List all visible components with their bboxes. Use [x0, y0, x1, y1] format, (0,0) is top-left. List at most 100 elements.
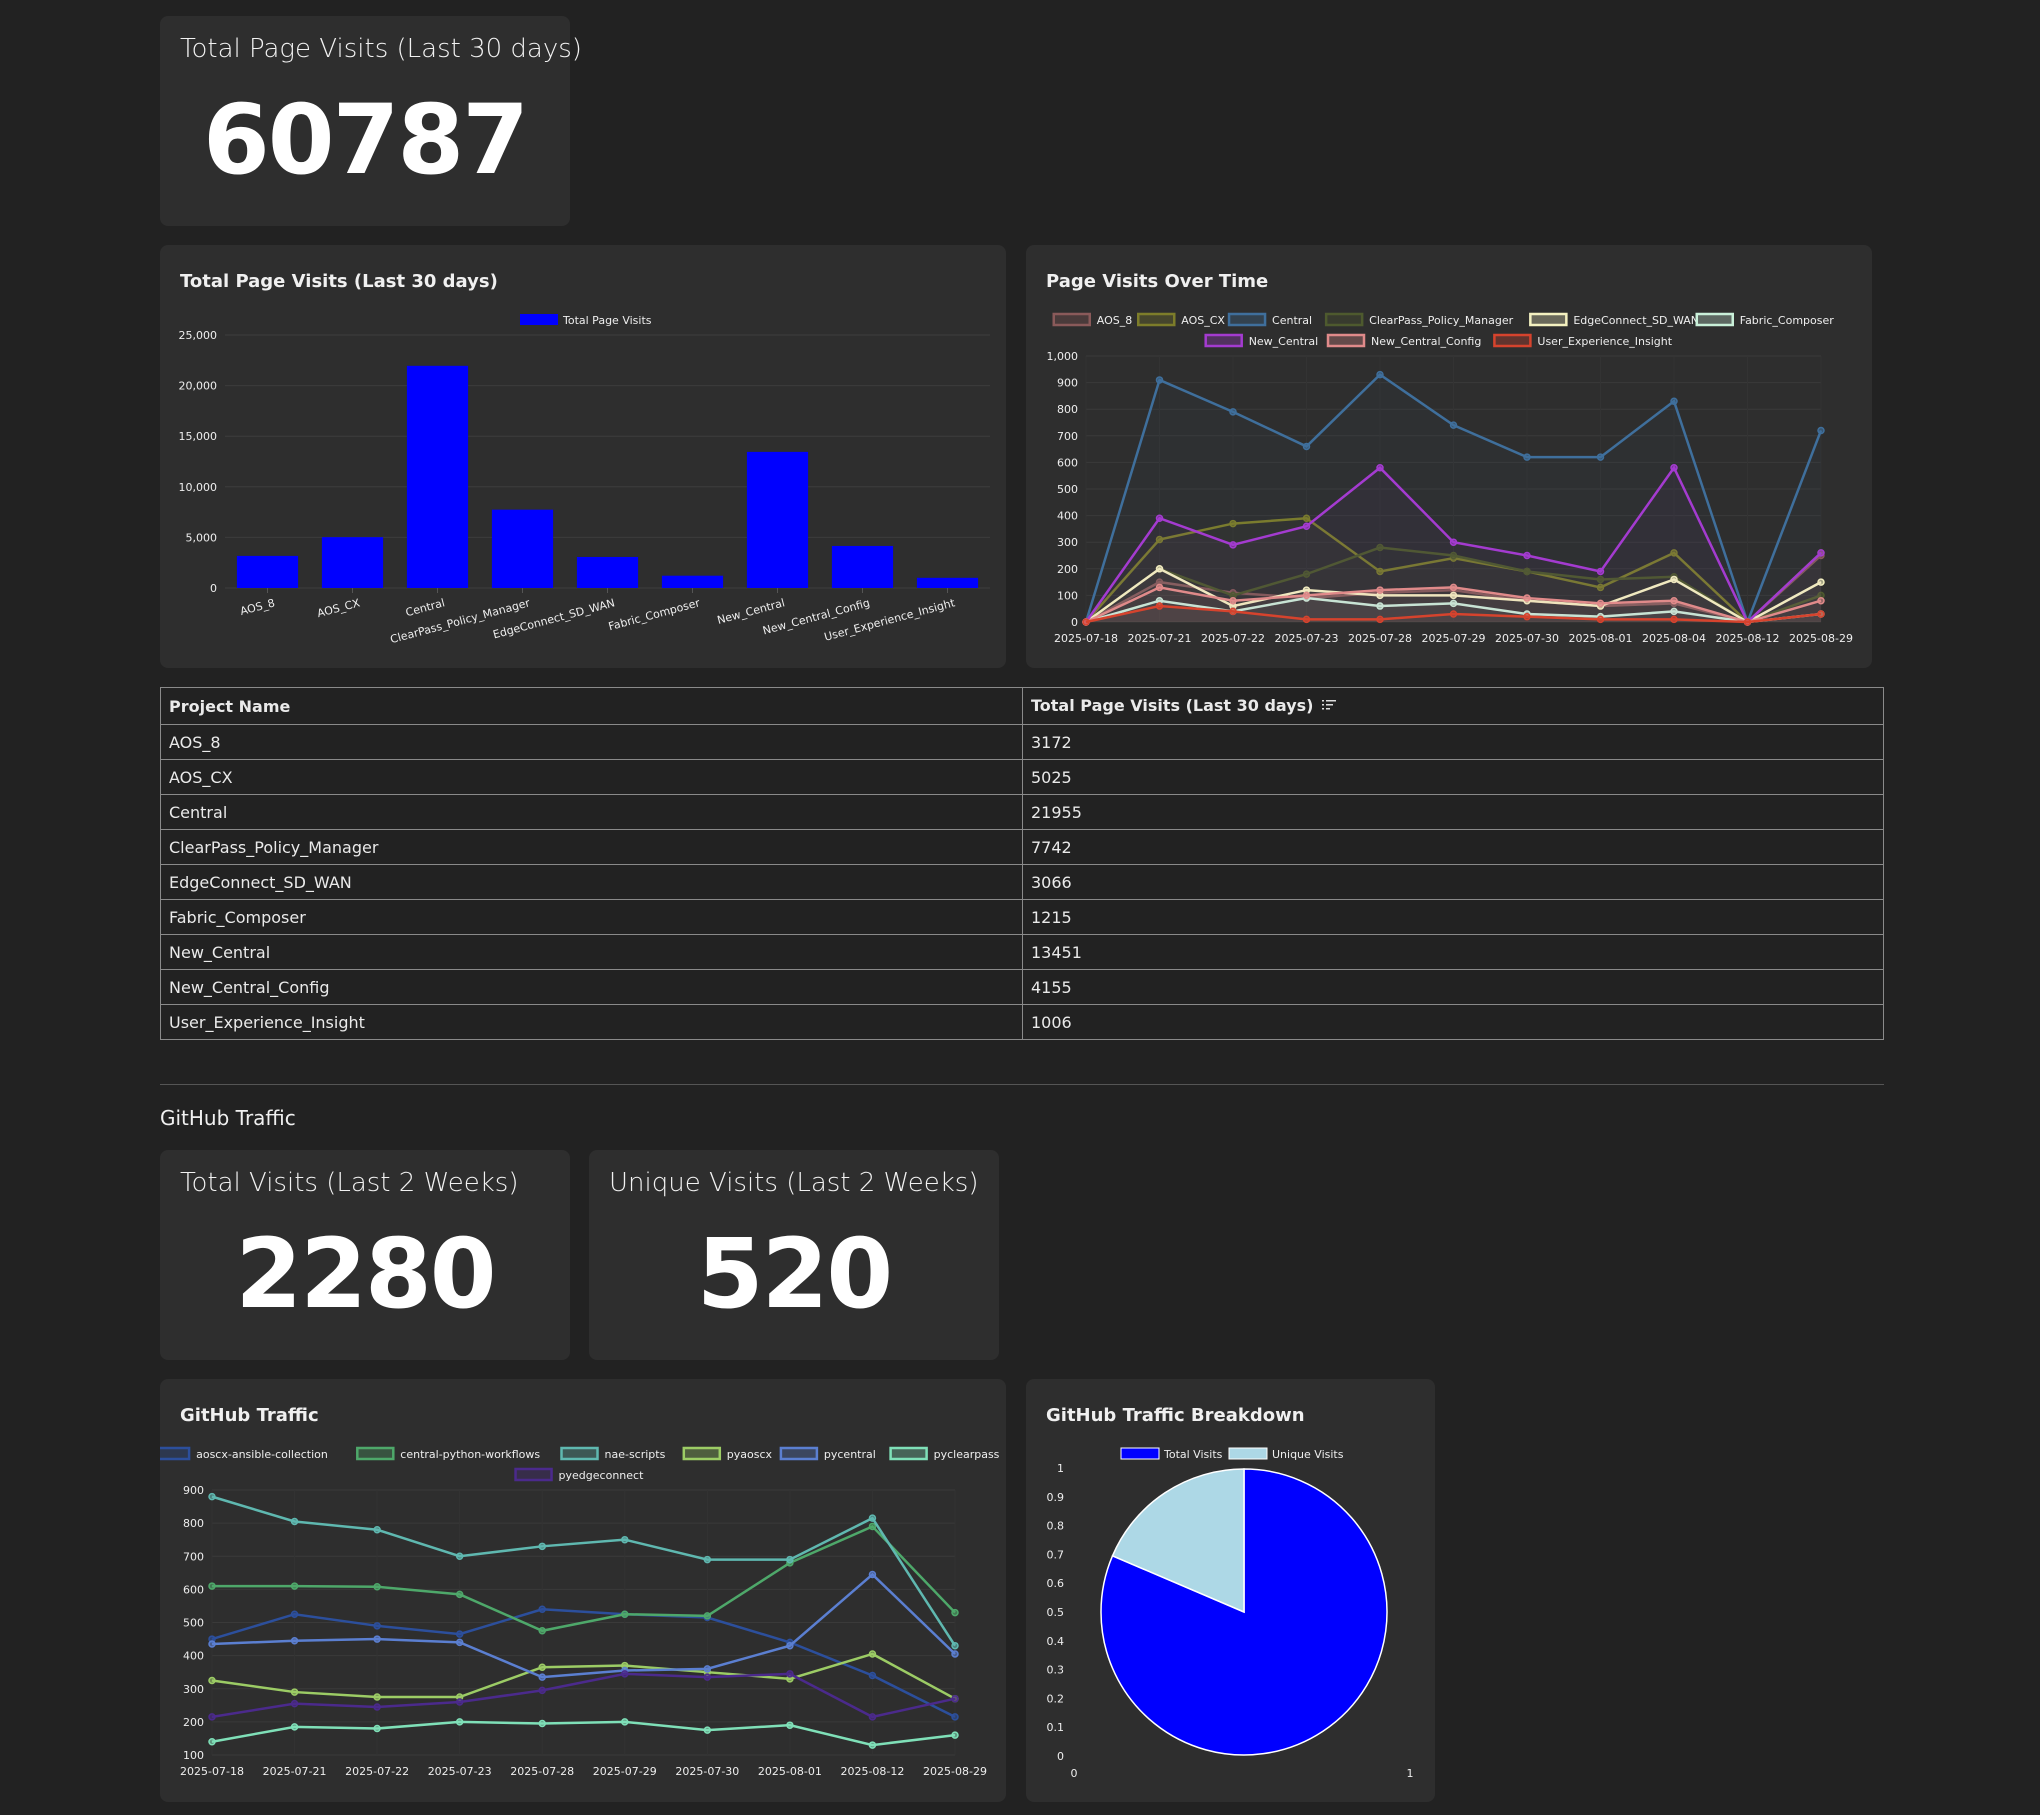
legend-swatch[interactable]: [1493, 333, 1532, 348]
legend-label[interactable]: Unique Visits: [1272, 1448, 1344, 1461]
data-point[interactable]: [1376, 370, 1384, 379]
legend-swatch[interactable]: [889, 1446, 928, 1461]
legend-label[interactable]: New_Central_Config: [1371, 335, 1481, 348]
bar[interactable]: [491, 509, 554, 588]
legend-label[interactable]: New_Central: [1249, 335, 1319, 348]
legend-swatch[interactable]: [560, 1446, 599, 1461]
data-point[interactable]: [1449, 610, 1458, 618]
data-point[interactable]: [538, 1719, 546, 1728]
data-point[interactable]: [1670, 397, 1678, 405]
legend-swatch[interactable]: [1227, 312, 1267, 327]
data-point[interactable]: [1155, 583, 1164, 592]
legend-label[interactable]: Total Visits: [1163, 1448, 1223, 1461]
data-point[interactable]: [1376, 602, 1384, 610]
data-point[interactable]: [951, 1731, 959, 1739]
legend-swatch[interactable]: [514, 1467, 553, 1482]
data-point[interactable]: [868, 1713, 877, 1721]
data-point[interactable]: [1155, 535, 1164, 544]
legend-swatch[interactable]: [1695, 312, 1734, 327]
data-point[interactable]: [1302, 591, 1311, 600]
legend-swatch[interactable]: [160, 1446, 191, 1461]
data-point[interactable]: [290, 1610, 299, 1618]
data-point[interactable]: [1743, 618, 1752, 626]
data-point[interactable]: [951, 1650, 959, 1658]
data-point[interactable]: [208, 1676, 216, 1685]
legend-swatch[interactable]: [520, 314, 558, 325]
legend-label[interactable]: ClearPass_Policy_Manager: [1369, 314, 1513, 327]
data-point[interactable]: [1449, 538, 1458, 546]
data-point[interactable]: [373, 1622, 381, 1630]
data-point[interactable]: [1302, 514, 1311, 523]
data-point[interactable]: [1449, 583, 1458, 592]
data-point[interactable]: [1302, 570, 1311, 578]
legend-label[interactable]: AOS_CX: [1181, 314, 1225, 327]
data-point[interactable]: [1155, 565, 1164, 573]
series-line[interactable]: [211, 1572, 956, 1679]
data-point[interactable]: [1155, 376, 1164, 384]
legend-label[interactable]: pycentral: [824, 1448, 876, 1461]
data-point[interactable]: [455, 1698, 464, 1706]
data-point[interactable]: [1670, 596, 1678, 605]
data-point[interactable]: [208, 1492, 216, 1501]
data-point[interactable]: [1376, 586, 1384, 594]
data-point[interactable]: [1449, 591, 1458, 600]
data-point[interactable]: [208, 1640, 216, 1648]
data-point[interactable]: [1670, 615, 1678, 624]
data-point[interactable]: [868, 1570, 877, 1579]
legend-swatch[interactable]: [779, 1446, 819, 1461]
legend-label[interactable]: pyedgeconnect: [559, 1469, 645, 1482]
data-point[interactable]: [1302, 615, 1311, 624]
legend-swatch[interactable]: [1204, 333, 1243, 348]
legend-swatch[interactable]: [1052, 312, 1091, 327]
legend-label[interactable]: nae-scripts: [605, 1448, 666, 1461]
data-point[interactable]: [703, 1612, 712, 1620]
data-point[interactable]: [1596, 575, 1605, 584]
data-point[interactable]: [455, 1590, 464, 1599]
data-point[interactable]: [1523, 594, 1531, 602]
data-point[interactable]: [703, 1555, 712, 1564]
data-point[interactable]: [1596, 615, 1605, 624]
data-point[interactable]: [290, 1582, 299, 1590]
legend-label[interactable]: aoscx-ansible-collection: [196, 1448, 328, 1461]
legend-swatch[interactable]: [1326, 333, 1366, 348]
data-point[interactable]: [1817, 610, 1825, 618]
bar[interactable]: [236, 555, 299, 588]
legend-label[interactable]: Total Page Visits: [562, 314, 652, 327]
sort-icon[interactable]: [1321, 697, 1336, 716]
legend-swatch[interactable]: [1228, 1447, 1268, 1460]
data-point[interactable]: [1376, 543, 1384, 552]
legend-label[interactable]: Central: [1272, 314, 1312, 327]
data-point[interactable]: [868, 1514, 877, 1522]
legend-label[interactable]: central-python-workflows: [400, 1448, 540, 1461]
data-point[interactable]: [290, 1636, 299, 1645]
bar[interactable]: [576, 556, 639, 588]
data-point[interactable]: [868, 1741, 877, 1749]
series-line[interactable]: [211, 1495, 957, 1647]
data-point[interactable]: [1670, 607, 1678, 616]
series-line[interactable]: [212, 1524, 956, 1633]
data-point[interactable]: [951, 1694, 959, 1703]
data-point[interactable]: [786, 1670, 794, 1678]
data-point[interactable]: [1229, 408, 1237, 416]
legend-label[interactable]: AOS_8: [1097, 314, 1132, 327]
data-point[interactable]: [786, 1721, 794, 1729]
column-header-total-visits[interactable]: Total Page Visits (Last 30 days): [1022, 687, 1884, 725]
data-point[interactable]: [208, 1713, 216, 1721]
legend-swatch[interactable]: [1324, 312, 1364, 327]
data-point[interactable]: [1817, 549, 1825, 557]
legend-label[interactable]: Fabric_Composer: [1740, 314, 1835, 327]
data-point[interactable]: [1302, 442, 1311, 451]
data-point[interactable]: [1817, 596, 1825, 605]
data-point[interactable]: [373, 1526, 381, 1534]
legend-swatch[interactable]: [1120, 1447, 1160, 1460]
bar[interactable]: [831, 545, 894, 588]
pie-slice[interactable]: [1111, 1468, 1245, 1614]
data-point[interactable]: [1229, 519, 1237, 528]
pie-slice[interactable]: [1100, 1468, 1388, 1756]
data-point[interactable]: [1302, 522, 1311, 530]
data-point[interactable]: [290, 1699, 299, 1708]
data-point[interactable]: [1596, 567, 1605, 576]
data-point[interactable]: [373, 1693, 381, 1701]
data-point[interactable]: [786, 1555, 794, 1564]
bar[interactable]: [661, 575, 724, 588]
